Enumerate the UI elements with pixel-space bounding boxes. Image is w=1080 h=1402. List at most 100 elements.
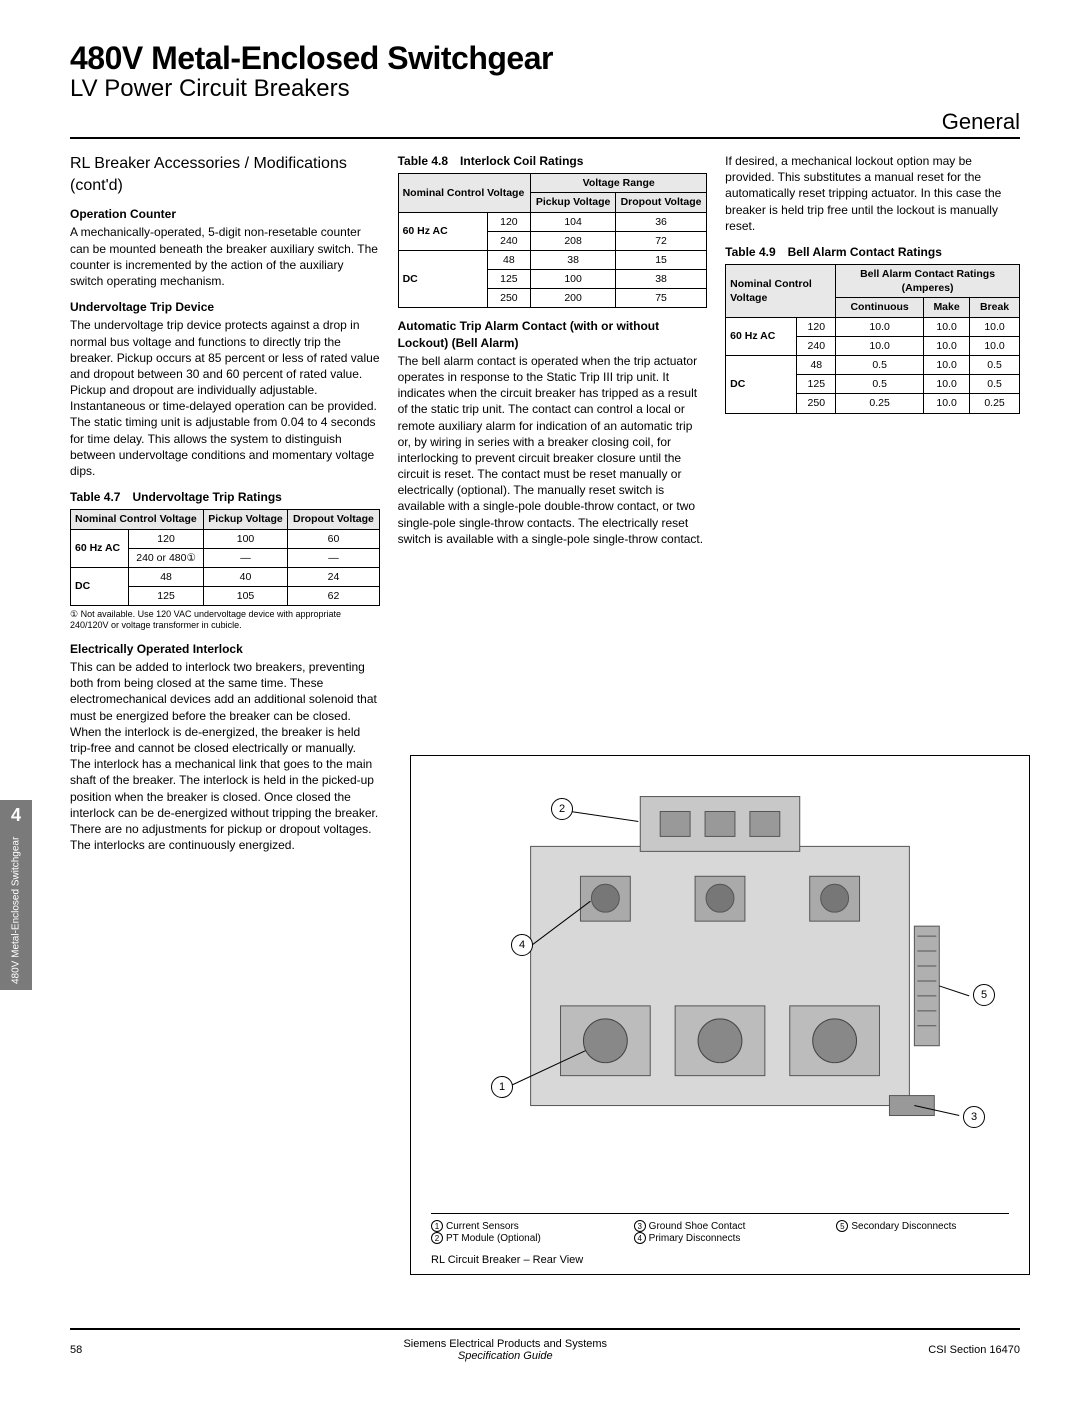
t47-r1a: 60 Hz AC: [71, 529, 129, 567]
callout-5: 5: [973, 984, 995, 1006]
t47-r3a: DC: [71, 567, 129, 605]
t48-r1b: 120: [487, 212, 531, 231]
t49-r4c: 0.5: [836, 375, 924, 394]
t49-r5e: 0.25: [970, 394, 1020, 413]
para-elec-interlock: This can be added to interlock two break…: [70, 659, 380, 853]
t48-h2b: Dropout Voltage: [615, 193, 706, 212]
t49-r3b: 48: [797, 355, 836, 374]
t49-r2c: 10.0: [836, 336, 924, 355]
section-heading: RL Breaker Accessories / Modifications (…: [70, 153, 380, 196]
t47-h1: Nominal Control Voltage: [71, 510, 204, 529]
table-4-9-title: Table 4.9 Bell Alarm Contact Ratings: [725, 244, 1020, 260]
t49-r5c: 0.25: [836, 394, 924, 413]
t47-r2c: —: [203, 548, 288, 567]
t49-r4e: 0.5: [970, 375, 1020, 394]
t47-r2b: 240 or 480①: [129, 548, 203, 567]
footer-line2: Specification Guide: [82, 1350, 928, 1362]
footer-line1: Siemens Electrical Products and Systems: [82, 1338, 928, 1350]
t47-r1b: 120: [129, 529, 203, 548]
t48-r4b: 125: [487, 270, 531, 289]
t49-h2a: Continuous: [836, 298, 924, 317]
para-bell-alarm: The bell alarm contact is operated when …: [398, 353, 708, 547]
main-title: 480V Metal-Enclosed Switchgear: [70, 40, 1020, 77]
t48-r3d: 15: [615, 250, 706, 269]
callout-2: 2: [551, 798, 573, 820]
t48-h2a: Pickup Voltage: [531, 193, 616, 212]
legend-3: Ground Shoe Contact: [649, 1221, 746, 1232]
breaker-diagram: 1 2 3 4 5 1Current Sensors 2PT Module (O…: [410, 755, 1030, 1275]
table-4-8: Nominal Control Voltage Voltage Range Pi…: [398, 173, 708, 308]
table-4-7-title: Table 4.7 Undervoltage Trip Ratings: [70, 489, 380, 505]
t48-r2b: 240: [487, 231, 531, 250]
page-footer: 58 Siemens Electrical Products and Syste…: [70, 1328, 1020, 1362]
sub-title: LV Power Circuit Breakers: [70, 75, 1020, 103]
t48-r3b: 48: [487, 250, 531, 269]
table-4-7: Nominal Control Voltage Pickup Voltage D…: [70, 509, 380, 606]
breaker-svg: [411, 756, 1029, 1176]
column-1: RL Breaker Accessories / Modifications (…: [70, 153, 380, 859]
t48-r2d: 72: [615, 231, 706, 250]
t49-r1e: 10.0: [970, 317, 1020, 336]
t48-r3a: DC: [398, 250, 487, 308]
content-columns: RL Breaker Accessories / Modifications (…: [70, 153, 1020, 859]
callout-3: 3: [963, 1106, 985, 1128]
para-uv-trip: The undervoltage trip device protects ag…: [70, 317, 380, 479]
t47-h2: Pickup Voltage: [203, 510, 288, 529]
t48-r5c: 200: [531, 289, 616, 308]
legend-5: Secondary Disconnects: [851, 1221, 956, 1232]
callout-4: 4: [511, 934, 533, 956]
table-4-8-title: Table 4.8 Interlock Coil Ratings: [398, 153, 708, 169]
legend-2: PT Module (Optional): [446, 1233, 541, 1244]
t47-r1c: 100: [203, 529, 288, 548]
t49-r1d: 10.0: [924, 317, 970, 336]
page-number: 58: [70, 1344, 82, 1356]
callout-1: 1: [491, 1076, 513, 1098]
legend-4: Primary Disconnects: [649, 1233, 741, 1244]
t49-r4b: 125: [797, 375, 836, 394]
t49-r1b: 120: [797, 317, 836, 336]
t48-r3c: 38: [531, 250, 616, 269]
heading-op-counter: Operation Counter: [70, 206, 380, 222]
t49-r5d: 10.0: [924, 394, 970, 413]
t47-footnote: ① Not available. Use 120 VAC undervoltag…: [70, 609, 380, 631]
page-header: 480V Metal-Enclosed Switchgear LV Power …: [70, 40, 1020, 103]
diagram-caption: RL Circuit Breaker – Rear View: [431, 1254, 583, 1266]
csi-section: CSI Section 16470: [928, 1344, 1020, 1356]
t49-r3a: DC: [726, 355, 797, 413]
t49-r1c: 10.0: [836, 317, 924, 336]
para-lockout: If desired, a mechanical lockout option …: [725, 153, 1020, 234]
side-tab-label: 480V Metal-Enclosed Switchgear: [0, 830, 32, 990]
t49-h2b: Make: [924, 298, 970, 317]
t47-h3: Dropout Voltage: [288, 510, 379, 529]
t48-h2: Voltage Range: [531, 174, 707, 193]
legend-1: Current Sensors: [446, 1221, 519, 1232]
t49-h2c: Break: [970, 298, 1020, 317]
t48-r4d: 38: [615, 270, 706, 289]
t49-r3c: 0.5: [836, 355, 924, 374]
t47-r3d: 24: [288, 567, 379, 586]
t49-r4d: 10.0: [924, 375, 970, 394]
column-2: Table 4.8 Interlock Coil Ratings Nominal…: [398, 153, 708, 859]
heading-uv-trip: Undervoltage Trip Device: [70, 299, 380, 315]
t48-r5d: 75: [615, 289, 706, 308]
t47-r4d: 62: [288, 587, 379, 606]
diagram-legend: 1Current Sensors 2PT Module (Optional) 3…: [431, 1213, 1009, 1244]
t48-r2c: 208: [531, 231, 616, 250]
t49-r1a: 60 Hz AC: [726, 317, 797, 355]
t47-r1d: 60: [288, 529, 379, 548]
t47-r4c: 105: [203, 587, 288, 606]
t49-r3e: 0.5: [970, 355, 1020, 374]
general-label: General: [70, 109, 1020, 139]
t49-r2b: 240: [797, 336, 836, 355]
heading-bell-alarm: Automatic Trip Alarm Contact (with or wi…: [398, 318, 708, 350]
t47-r4b: 125: [129, 587, 203, 606]
heading-elec-interlock: Electrically Operated Interlock: [70, 641, 380, 657]
t48-h1: Nominal Control Voltage: [398, 174, 531, 212]
t49-r5b: 250: [797, 394, 836, 413]
para-op-counter: A mechanically-operated, 5-digit non-res…: [70, 224, 380, 289]
t49-h2: Bell Alarm Contact Ratings (Amperes): [836, 265, 1020, 298]
table-4-9: Nominal Control Voltage Bell Alarm Conta…: [725, 264, 1020, 413]
t49-r2d: 10.0: [924, 336, 970, 355]
t48-r1a: 60 Hz AC: [398, 212, 487, 250]
t48-r1c: 104: [531, 212, 616, 231]
